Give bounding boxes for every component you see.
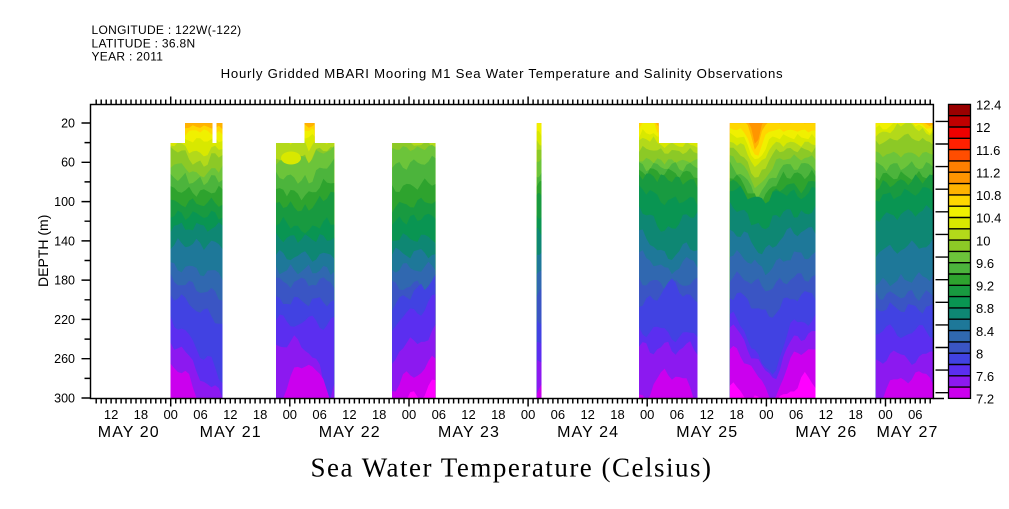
svg-text:00: 00 xyxy=(163,407,177,422)
svg-text:100: 100 xyxy=(54,195,75,209)
svg-text:MAY 26: MAY 26 xyxy=(795,424,857,441)
svg-text:YEAR : 2011: YEAR : 2011 xyxy=(92,50,164,64)
svg-text:00: 00 xyxy=(640,407,654,422)
svg-text:9.2: 9.2 xyxy=(976,279,994,294)
svg-text:06: 06 xyxy=(432,407,446,422)
svg-text:06: 06 xyxy=(312,407,326,422)
svg-text:06: 06 xyxy=(670,407,684,422)
svg-text:00: 00 xyxy=(521,407,535,422)
svg-text:180: 180 xyxy=(54,274,75,288)
svg-text:220: 220 xyxy=(54,313,75,327)
svg-text:00: 00 xyxy=(878,407,892,422)
svg-text:8: 8 xyxy=(976,346,983,361)
svg-text:00: 00 xyxy=(283,407,297,422)
svg-text:18: 18 xyxy=(848,407,862,422)
svg-text:00: 00 xyxy=(402,407,416,422)
svg-text:20: 20 xyxy=(61,116,75,130)
svg-text:18: 18 xyxy=(491,407,505,422)
svg-text:12: 12 xyxy=(976,120,990,135)
svg-text:12: 12 xyxy=(342,407,356,422)
svg-text:11.6: 11.6 xyxy=(976,143,1000,158)
svg-text:7.2: 7.2 xyxy=(976,392,994,407)
svg-text:8.4: 8.4 xyxy=(976,324,994,339)
svg-text:MAY 25: MAY 25 xyxy=(676,424,738,441)
svg-text:06: 06 xyxy=(551,407,565,422)
svg-text:9.6: 9.6 xyxy=(976,256,994,271)
svg-text:11.2: 11.2 xyxy=(976,165,1000,180)
svg-text:Hourly Gridded MBARI Mooring M: Hourly Gridded MBARI Mooring M1 Sea Wate… xyxy=(221,66,784,81)
svg-text:10: 10 xyxy=(976,233,990,248)
svg-text:12: 12 xyxy=(819,407,833,422)
svg-text:140: 140 xyxy=(54,234,75,248)
svg-text:MAY 23: MAY 23 xyxy=(438,424,500,441)
svg-text:60: 60 xyxy=(61,156,75,170)
svg-text:12: 12 xyxy=(580,407,594,422)
svg-text:LONGITUDE : 122W(-122): LONGITUDE : 122W(-122) xyxy=(92,23,242,37)
svg-text:18: 18 xyxy=(372,407,386,422)
svg-text:MAY 24: MAY 24 xyxy=(557,424,619,441)
svg-text:10.4: 10.4 xyxy=(976,211,1001,226)
svg-text:18: 18 xyxy=(729,407,743,422)
svg-text:06: 06 xyxy=(789,407,803,422)
svg-text:10.8: 10.8 xyxy=(976,188,1001,203)
svg-text:8.8: 8.8 xyxy=(976,301,994,316)
svg-text:Sea Water Temperature (Celsius: Sea Water Temperature (Celsius) xyxy=(310,453,712,483)
svg-text:12: 12 xyxy=(104,407,118,422)
svg-text:12: 12 xyxy=(223,407,237,422)
svg-text:00: 00 xyxy=(759,407,773,422)
svg-text:LATITUDE : 36.8N: LATITUDE : 36.8N xyxy=(92,37,196,51)
svg-text:DEPTH (m): DEPTH (m) xyxy=(35,215,51,287)
svg-text:18: 18 xyxy=(253,407,267,422)
svg-text:12.4: 12.4 xyxy=(976,98,1001,113)
svg-text:18: 18 xyxy=(134,407,148,422)
svg-text:06: 06 xyxy=(193,407,207,422)
svg-text:300: 300 xyxy=(54,391,75,405)
svg-text:12: 12 xyxy=(700,407,714,422)
svg-text:18: 18 xyxy=(610,407,624,422)
svg-text:06: 06 xyxy=(908,407,922,422)
svg-text:MAY 21: MAY 21 xyxy=(200,424,262,441)
svg-text:260: 260 xyxy=(54,352,75,366)
svg-text:12: 12 xyxy=(461,407,475,422)
svg-text:7.6: 7.6 xyxy=(976,369,994,384)
svg-text:MAY 27: MAY 27 xyxy=(876,424,938,441)
svg-text:MAY 20: MAY 20 xyxy=(98,424,160,441)
svg-text:MAY 22: MAY 22 xyxy=(319,424,381,441)
